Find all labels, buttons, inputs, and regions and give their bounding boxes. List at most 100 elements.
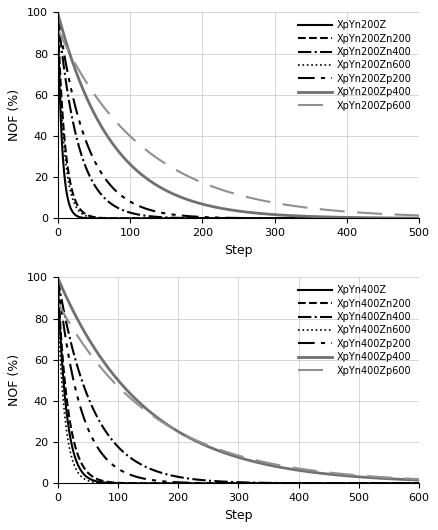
XpYn400Zp200	[303, 480, 308, 487]
XpYn400Zn600	[92, 479, 97, 485]
XpYn400Zn600	[417, 480, 422, 487]
XpYn200Zp600	[417, 213, 422, 219]
XpYn200Zp600	[214, 185, 219, 191]
XpYn400Zn200	[55, 274, 60, 280]
Legend: XpYn400Z, XpYn400Zn200, XpYn400Zn400, XpYn400Zn600, XpYn400Zp200, XpYn400Zp400, : XpYn400Z, XpYn400Zn200, XpYn400Zn400, Xp…	[295, 282, 414, 378]
XpYn200Z	[303, 215, 308, 222]
Line: XpYn200Zp600: XpYn200Zp600	[58, 29, 419, 216]
XpYn200Zp600	[337, 208, 342, 214]
X-axis label: Step: Step	[224, 244, 253, 257]
Line: XpYn200Zn200: XpYn200Zn200	[58, 12, 419, 218]
XpYn400Zn400	[343, 480, 349, 487]
XpYn400Zp600	[55, 299, 60, 305]
XpYn200Zp600	[343, 208, 349, 215]
XpYn200Zn600	[343, 215, 349, 222]
XpYn200Zp200	[55, 9, 60, 15]
XpYn400Zp400	[343, 473, 349, 479]
Line: XpYn400Zn200: XpYn400Zn200	[58, 277, 419, 483]
XpYn200Zp200	[214, 214, 219, 220]
XpYn400Zp600	[337, 471, 342, 477]
XpYn400Zn600	[303, 480, 308, 487]
XpYn200Zn600	[303, 215, 308, 222]
XpYn200Zn400	[337, 215, 342, 222]
XpYn400Zn200	[337, 480, 342, 487]
XpYn200Zp400	[343, 214, 349, 220]
Legend: XpYn200Z, XpYn200Zn200, XpYn200Zn400, XpYn200Zn600, XpYn200Zp200, XpYn200Zp400, : XpYn200Z, XpYn200Zn200, XpYn200Zn400, Xp…	[295, 17, 414, 113]
XpYn200Zn600	[214, 215, 219, 222]
XpYn400Z	[214, 480, 219, 487]
XpYn200Z	[55, 9, 60, 15]
Line: XpYn200Zn400: XpYn200Zn400	[58, 12, 419, 218]
XpYn400Z	[55, 274, 60, 280]
Y-axis label: NOF (%): NOF (%)	[8, 89, 21, 142]
XpYn200Z	[343, 215, 349, 222]
XpYn200Zp200	[201, 214, 206, 220]
XpYn400Zp400	[201, 441, 206, 448]
XpYn200Zn200	[92, 214, 97, 220]
XpYn400Zp600	[417, 476, 422, 482]
XpYn200Zn400	[417, 215, 422, 222]
XpYn400Zn200	[303, 480, 308, 487]
XpYn400Zp200	[201, 480, 206, 486]
XpYn200Zn600	[55, 20, 60, 26]
XpYn400Zp200	[337, 480, 342, 487]
X-axis label: Step: Step	[224, 509, 253, 522]
XpYn200Z	[201, 215, 206, 222]
XpYn200Zn200	[337, 215, 342, 222]
XpYn400Zp600	[214, 445, 219, 452]
Y-axis label: NOF (%): NOF (%)	[8, 354, 21, 407]
XpYn200Zn200	[55, 9, 60, 15]
XpYn200Zn400	[303, 215, 308, 222]
XpYn400Zn200	[92, 474, 97, 481]
XpYn200Z	[214, 215, 219, 222]
XpYn400Zp200	[343, 480, 349, 487]
XpYn200Zn600	[337, 215, 342, 222]
XpYn400Zn400	[214, 478, 219, 484]
XpYn400Z	[92, 478, 97, 484]
Line: XpYn400Zp200: XpYn400Zp200	[58, 277, 419, 483]
XpYn400Z	[417, 480, 422, 487]
XpYn200Zp400	[214, 204, 219, 210]
XpYn200Zp200	[343, 215, 349, 222]
XpYn200Zp400	[417, 215, 422, 222]
XpYn400Zn400	[337, 480, 342, 487]
XpYn400Zp600	[343, 471, 349, 478]
XpYn400Zn600	[343, 480, 349, 487]
XpYn400Zp400	[337, 472, 342, 479]
XpYn400Zn600	[214, 480, 219, 487]
XpYn400Zn400	[55, 274, 60, 280]
XpYn200Zn400	[201, 215, 206, 222]
XpYn200Zn200	[201, 215, 206, 222]
XpYn400Zn400	[201, 477, 206, 483]
XpYn400Zp400	[92, 345, 97, 351]
XpYn400Zn200	[343, 480, 349, 487]
XpYn200Z	[337, 215, 342, 222]
XpYn200Zp200	[303, 215, 308, 222]
XpYn200Zn200	[343, 215, 349, 222]
XpYn400Zn600	[337, 480, 342, 487]
XpYn400Zn600	[55, 299, 60, 305]
Line: XpYn400Z: XpYn400Z	[58, 277, 419, 483]
XpYn200Zn400	[343, 215, 349, 222]
XpYn200Zp600	[303, 205, 308, 211]
XpYn200Zp200	[417, 215, 422, 222]
Line: XpYn400Zn600: XpYn400Zn600	[58, 302, 419, 483]
XpYn200Zp400	[92, 111, 97, 117]
XpYn200Zn400	[92, 182, 97, 188]
XpYn200Zp400	[55, 9, 60, 15]
XpYn400Zp200	[55, 274, 60, 280]
XpYn400Z	[201, 480, 206, 487]
Line: XpYn200Z: XpYn200Z	[58, 12, 419, 218]
Line: XpYn400Zp600: XpYn400Zp600	[58, 302, 419, 479]
XpYn400Z	[303, 480, 308, 487]
Line: XpYn400Zn400: XpYn400Zn400	[58, 277, 419, 483]
XpYn400Zp200	[92, 439, 97, 446]
XpYn200Zn600	[92, 215, 97, 221]
XpYn200Zp400	[201, 201, 206, 208]
XpYn400Zn400	[303, 480, 308, 487]
Line: XpYn400Zp400: XpYn400Zp400	[58, 277, 419, 480]
XpYn400Zn400	[417, 480, 422, 487]
XpYn400Zp600	[92, 357, 97, 363]
Line: XpYn200Zn600: XpYn200Zn600	[58, 23, 419, 218]
XpYn400Zp200	[214, 480, 219, 487]
